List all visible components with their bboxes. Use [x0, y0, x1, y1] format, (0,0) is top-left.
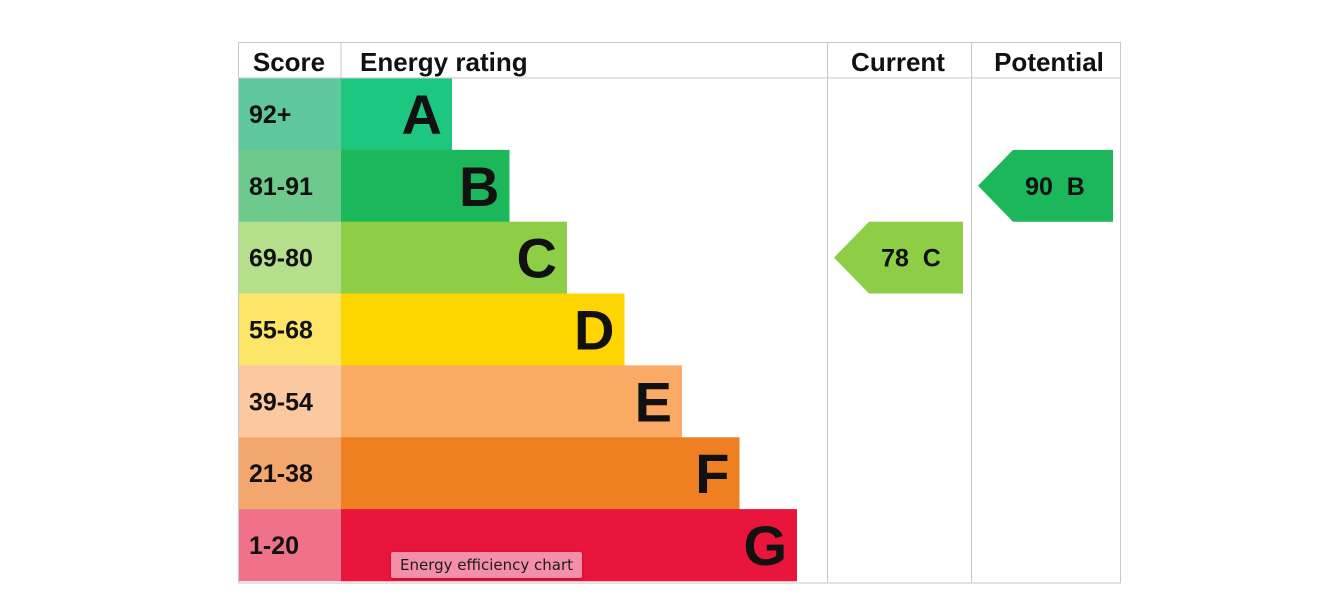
score-cell-e — [238, 365, 341, 438]
score-range-g: 1-20 — [249, 532, 299, 560]
rating-bar-c — [341, 221, 567, 294]
score-range-f: 21-38 — [249, 460, 313, 488]
potential-header: Potential — [994, 47, 1104, 77]
score-cell-f — [238, 437, 341, 510]
table-gridlines — [238, 42, 1121, 584]
rating-letter-f: F — [695, 442, 729, 505]
potential-rating-arrow — [978, 149, 1113, 222]
rating-letter-g: G — [743, 514, 787, 577]
rating-bar-d — [341, 293, 625, 366]
rating-letter-b: B — [459, 155, 499, 218]
score-header: Score — [253, 47, 325, 77]
rating-letter-d: D — [574, 298, 614, 361]
chart-tooltip: Energy efficiency chart — [391, 552, 583, 578]
current-header: Current — [851, 47, 945, 77]
current-rating-label: 78 C — [881, 245, 941, 273]
score-range-e: 39-54 — [249, 388, 313, 416]
score-cell-a — [238, 78, 341, 151]
rating-bar-f — [341, 437, 740, 510]
rating-letter-e: E — [635, 370, 672, 433]
rating-bar-e — [341, 365, 682, 438]
rating-letter-c: C — [517, 227, 557, 290]
score-cell-g — [238, 509, 341, 582]
potential-rating-label: 90 B — [1025, 173, 1085, 201]
rating-bands: 92+ A 81-91 B 69-80 C 55-68 D 39-54 E 21-38 F 1-20 G — [238, 78, 797, 582]
score-cell-b — [238, 149, 341, 222]
score-cell-c — [238, 221, 341, 294]
energy-rating-header: Energy rating — [360, 47, 528, 77]
rating-bar-a — [341, 78, 452, 151]
score-range-b: 81-91 — [249, 173, 313, 201]
rating-bar-b — [341, 149, 510, 222]
rating-letter-a: A — [402, 83, 442, 146]
rating-markers: 78 C 90 B — [834, 149, 1113, 294]
score-range-c: 69-80 — [249, 245, 313, 273]
score-cell-d — [238, 293, 341, 366]
score-range-a: 92+ — [249, 101, 291, 129]
current-rating-arrow — [834, 221, 963, 294]
score-range-d: 55-68 — [249, 316, 313, 344]
